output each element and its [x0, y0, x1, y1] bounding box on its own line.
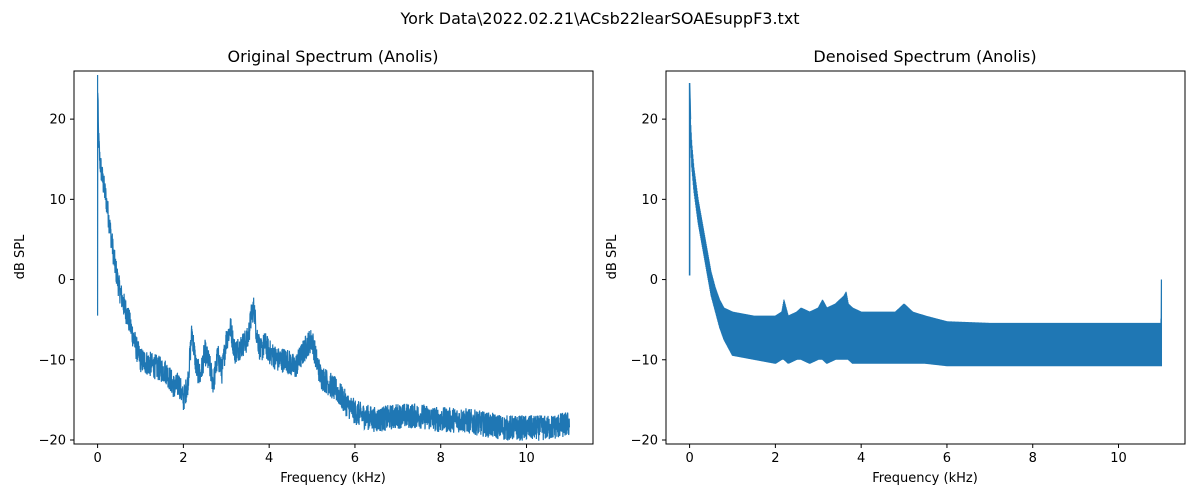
original-spectrum-x-label: Frequency (kHz)	[280, 471, 386, 486]
original-spectrum-axes-frame	[73, 70, 594, 445]
denoised-spectrum-axes-frame	[665, 70, 1186, 445]
original-spectrum-series-line	[96, 75, 571, 441]
original-spectrum-x-tick-label: 10	[518, 451, 535, 466]
original-spectrum-panel: Original Spectrum (Anolis) 0 2 4 6 8 10 −20 −1…	[13, 47, 594, 486]
denoised-spectrum-x-label: Frequency (kHz)	[872, 471, 978, 486]
original-spectrum-y-tick-label: 20	[49, 113, 66, 128]
denoised-spectrum-x-ticks: 0 2 4 6 8 10	[685, 444, 1127, 466]
original-spectrum-plot-area	[96, 75, 571, 441]
denoised-spectrum-x-tick-label: 4	[857, 451, 865, 466]
denoised-spectrum-y-tick-label: 20	[641, 113, 658, 128]
original-spectrum-title: Original Spectrum (Anolis)	[228, 47, 439, 66]
original-spectrum-y-ticks: −20 −10 0 10 20	[39, 113, 74, 448]
denoised-spectrum-x-tick-label: 8	[1029, 451, 1037, 466]
denoised-spectrum-onset-spike	[688, 83, 692, 276]
original-spectrum-x-tick-label: 0	[93, 451, 101, 466]
original-spectrum-y-label: dB SPL	[13, 234, 28, 279]
denoised-spectrum-title: Denoised Spectrum (Anolis)	[813, 47, 1036, 66]
original-spectrum-y-tick-label: 0	[58, 273, 66, 288]
denoised-spectrum-x-tick-label: 0	[685, 451, 693, 466]
denoised-spectrum-y-tick-label: 10	[641, 193, 658, 208]
original-spectrum-x-tick-label: 8	[437, 451, 445, 466]
denoised-spectrum-y-tick-label: −10	[631, 353, 658, 368]
denoised-spectrum-plot-area	[688, 83, 1163, 367]
denoised-spectrum-y-label: dB SPL	[605, 234, 620, 279]
denoised-spectrum-x-tick-label: 6	[943, 451, 951, 466]
denoised-spectrum-y-tick-label: −20	[631, 433, 658, 448]
original-spectrum-x-tick-label: 4	[265, 451, 273, 466]
denoised-spectrum-x-tick-label: 2	[771, 451, 779, 466]
original-spectrum-x-ticks: 0 2 4 6 8 10	[93, 444, 535, 466]
original-spectrum-x-tick-label: 2	[179, 451, 187, 466]
figure-suptitle: York Data\2022.02.21\ACsb22learSOAEsuppF…	[399, 9, 799, 28]
original-spectrum-y-tick-label: −10	[39, 353, 66, 368]
denoised-spectrum-series-line	[688, 94, 1163, 367]
denoised-spectrum-y-tick-label: 0	[650, 273, 658, 288]
original-spectrum-x-tick-label: 6	[351, 451, 359, 466]
original-spectrum-y-tick-label: −20	[39, 433, 66, 448]
denoised-spectrum-y-ticks: −20 −10 0 10 20	[631, 113, 666, 448]
denoised-spectrum-panel: Denoised Spectrum (Anolis) 0 2 4 6 8 10 −20 −1…	[605, 47, 1186, 486]
denoised-spectrum-x-tick-label: 10	[1110, 451, 1127, 466]
original-spectrum-y-tick-label: 10	[49, 193, 66, 208]
